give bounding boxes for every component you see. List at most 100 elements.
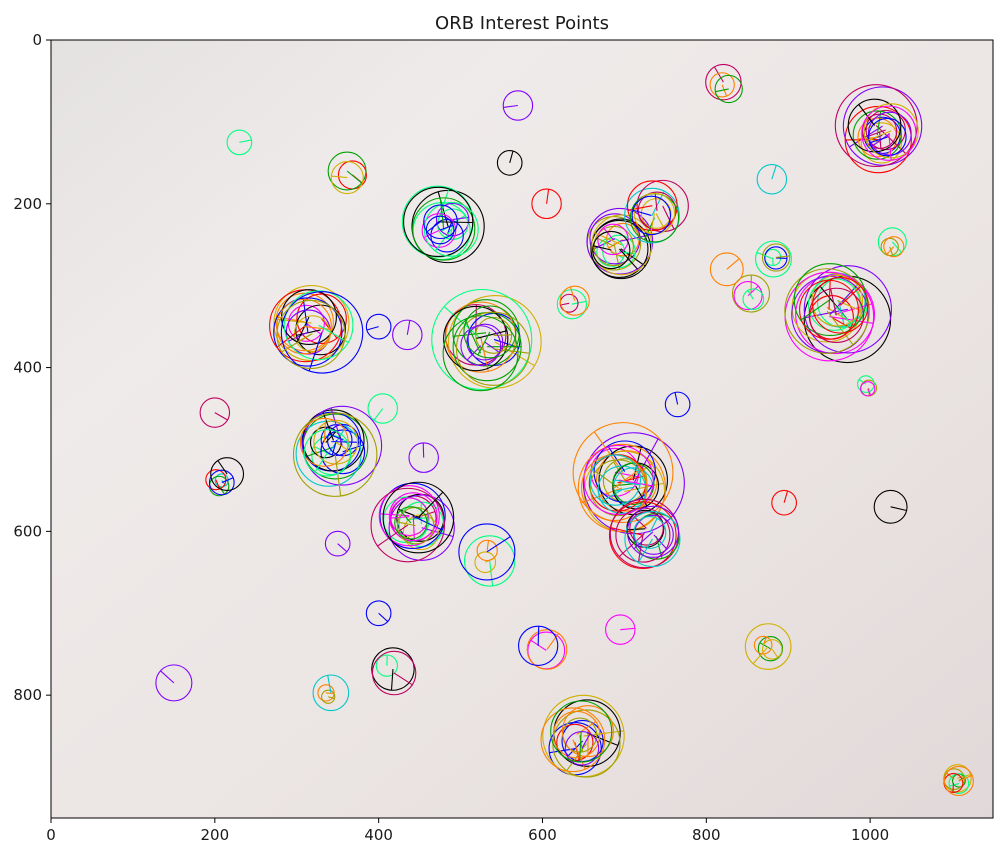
keypoint-circle [595,450,658,512]
keypoint-circle [633,513,680,560]
keypoint-orientation [858,378,867,385]
keypoint-orientation [615,479,641,486]
keypoint-orientation [308,332,323,372]
keypoint-circle [771,489,797,516]
keypoint-circle [226,129,253,156]
keypoint-circle [388,494,455,561]
keypoint-circle [633,192,676,235]
keypoint-circle [214,473,229,488]
keypoint-circle [312,674,350,712]
keypoint-circle [476,539,498,562]
y-tick-label: 200 [13,195,42,213]
keypoint-orientation [637,534,644,562]
keypoint-orientation [304,326,332,330]
keypoint-orientation [653,534,668,550]
keypoint-orientation [325,692,335,695]
keypoint-circle [208,475,230,497]
keypoint-circle [371,647,415,691]
keypoint-orientation [398,508,421,519]
keypoint-circle [793,263,867,337]
keypoint-orientation [560,302,570,306]
keypoint-orientation [620,248,646,267]
keypoint-circle [803,265,893,354]
keypoint-orientation [674,392,679,405]
image-background [51,40,993,818]
keypoint-orientation [776,255,790,259]
keypoint-circle [425,215,455,245]
keypoint-orientation [595,471,619,489]
keypoint-orientation [613,486,634,492]
keypoint-orientation [602,227,614,240]
keypoint-orientation [346,170,363,184]
keypoint-orientation [886,246,895,255]
keypoint-circle [365,600,392,627]
keypoint-orientation [393,672,413,686]
keypoint-circle [292,412,378,497]
keypoint-orientation [330,407,343,446]
keypoint-orientation [869,136,888,144]
keypoint-circle [577,443,667,533]
keypoint-layer [155,63,974,797]
keypoint-orientation [721,84,728,97]
keypoint-circle [283,290,354,361]
keypoint-circle [756,163,788,195]
keypoint-circle [330,161,364,195]
keypoint-orientation [804,308,848,319]
keypoint-circle [475,316,513,354]
keypoint-circle [608,501,677,570]
x-tick-label: 600 [528,826,557,844]
keypoint-circle [302,405,383,486]
keypoint-orientation [281,333,312,353]
keypoint-circle [466,323,504,361]
keypoint-orientation [327,675,332,693]
keypoint-orientation [580,487,623,504]
keypoint-circle [275,292,334,352]
keypoint-orientation [945,772,955,780]
keypoint-orientation [756,251,774,260]
keypoint-circle [392,319,423,351]
keypoint-orientation [546,633,560,650]
keypoint-orientation [288,331,309,342]
keypoint-orientation [434,228,452,252]
keypoint-orientation [619,248,639,271]
keypoint-circle [552,710,601,759]
keypoint-orientation [624,482,664,493]
keypoint-orientation [480,337,489,372]
keypoint-circle [460,325,502,367]
keypoint-orientation [865,130,892,142]
keypoint-orientation [503,104,518,108]
keypoint-orientation [829,315,874,324]
keypoint-orientation [871,133,891,147]
keypoint-circle [210,457,245,491]
keypoint-circle [455,311,531,386]
keypoint-circle [496,149,523,176]
keypoint-orientation [833,304,852,325]
x-tick-label: 800 [692,826,721,844]
keypoint-orientation [614,468,642,489]
keypoint-circle [633,516,667,549]
keypoint-orientation [828,280,831,310]
keypoint-orientation [949,782,960,787]
keypoint-circle [572,422,674,523]
keypoint-circle [458,523,516,581]
keypoint-circle [867,111,912,156]
keypoint-orientation [633,531,654,550]
keypoint-orientation [406,320,411,335]
keypoint-circle [474,551,497,574]
keypoint-circle [591,214,653,276]
y-tick-label: 800 [13,686,42,704]
keypoint-orientation [637,538,653,563]
keypoint-orientation [390,669,394,691]
keypoint-orientation [618,533,645,557]
keypoint-orientation [239,139,252,143]
keypoint-orientation [464,318,482,354]
keypoint-circle [583,444,654,516]
keypoint-circle [948,773,970,794]
keypoint-circle [371,650,417,696]
keypoint-circle [602,234,636,269]
keypoint-orientation [438,221,473,224]
keypoint-orientation [160,670,175,684]
keypoint-orientation [858,104,876,126]
keypoint-circle [526,629,568,670]
keypoint-circle [378,485,440,547]
